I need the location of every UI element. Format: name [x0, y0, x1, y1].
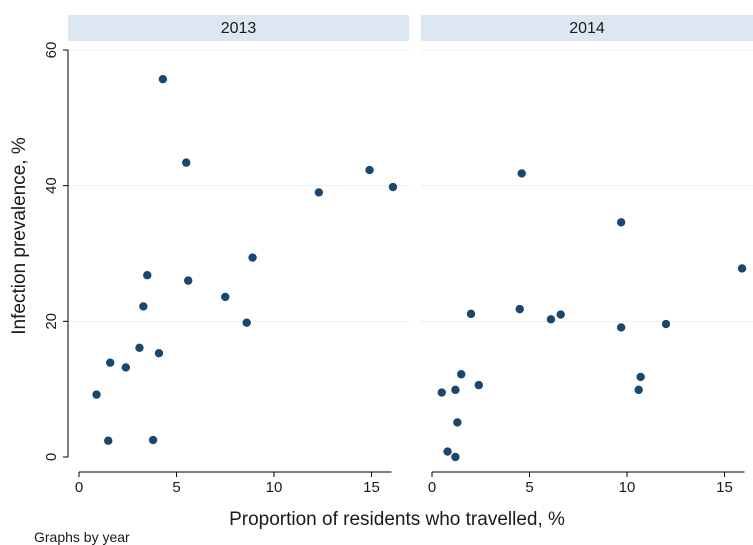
data-point-2014-12 — [616, 323, 626, 332]
data-point-2014-15 — [636, 372, 645, 382]
data-point-2013-13 — [242, 318, 251, 327]
data-point-2014-8 — [515, 304, 524, 314]
y-tick-label-60: 60 — [43, 42, 60, 59]
data-point-2014-6 — [466, 309, 476, 319]
data-point-2013-3 — [121, 363, 130, 372]
panel-header-2013 — [68, 15, 409, 41]
data-point-2013-0 — [92, 390, 101, 399]
data-point-2013-12 — [221, 292, 230, 302]
data-point-2014-13 — [616, 218, 626, 227]
x-axis-title: Proportion of residents who travelled, % — [229, 509, 565, 530]
data-point-2013-10 — [182, 158, 191, 167]
x-tick-label-2014-15: 15 — [716, 479, 733, 496]
y-tick-label-20: 20 — [43, 313, 60, 330]
data-point-2013-4 — [135, 343, 144, 352]
panel-2013: 2013 0 5 10 15 0 20 40 60 — [43, 15, 409, 496]
panel-title-2014: 2014 — [569, 20, 605, 37]
data-point-2014-3 — [451, 385, 460, 395]
x-tick-label-2013-15: 15 — [363, 479, 380, 496]
y-axis-title: Infection prevalence, % — [9, 137, 30, 335]
panel-header-2014 — [421, 15, 753, 41]
data-point-2014-7 — [474, 380, 483, 390]
x-tick-label-2014-0: 0 — [428, 479, 436, 496]
data-point-2013-16 — [365, 165, 374, 175]
data-point-2014-4 — [453, 418, 462, 427]
data-point-2014-17 — [737, 264, 747, 273]
data-point-2013-8 — [154, 349, 164, 358]
x-tick-label-2013-0: 0 — [75, 479, 83, 496]
data-point-2014-14 — [634, 385, 643, 395]
data-point-2013-11 — [184, 276, 193, 285]
x-tick-label-2014-5: 5 — [525, 479, 533, 496]
data-point-2013-2 — [106, 358, 115, 367]
data-point-2014-0 — [437, 388, 446, 397]
data-point-2014-5 — [457, 370, 466, 379]
data-point-2014-9 — [517, 169, 526, 178]
x-tick-label-2014-10: 10 — [619, 479, 636, 496]
graphs-by-note: Graphs by year — [34, 529, 130, 545]
panel-title-2013: 2013 — [221, 20, 257, 37]
panels-layer: 2013 0 5 10 15 0 20 40 60 2014 0 5 10 15 — [43, 15, 753, 496]
data-point-2013-7 — [148, 435, 158, 445]
data-point-2013-15 — [314, 188, 324, 197]
data-point-2014-1 — [443, 447, 452, 456]
x-tick-label-2013-10: 10 — [266, 479, 283, 496]
data-point-2014-11 — [556, 310, 565, 319]
data-point-2014-16 — [661, 319, 671, 329]
y-tick-label-40: 40 — [43, 177, 60, 194]
data-point-2013-9 — [158, 74, 168, 84]
data-point-2014-2 — [451, 452, 460, 462]
data-point-2013-1 — [104, 436, 113, 445]
data-point-2014-10 — [546, 315, 556, 324]
data-point-2013-5 — [139, 302, 148, 311]
data-point-2013-6 — [143, 271, 152, 280]
panel-2014: 2014 0 5 10 15 — [421, 15, 753, 496]
data-point-2013-14 — [248, 253, 257, 262]
x-tick-label-2013-5: 5 — [172, 479, 180, 496]
y-tick-label-0: 0 — [43, 453, 60, 461]
data-point-2013-17 — [388, 182, 398, 192]
